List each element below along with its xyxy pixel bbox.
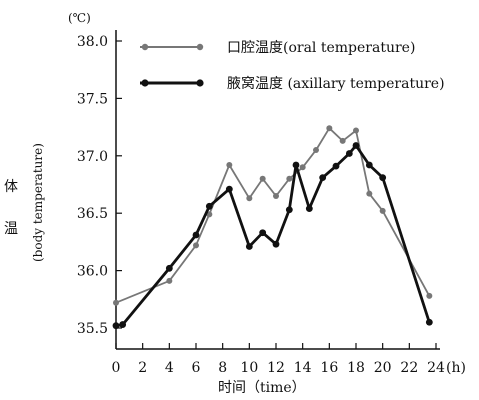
legend-axillary-marker — [141, 79, 149, 87]
axillary-data-point — [272, 240, 280, 248]
y-unit-label: (℃) — [68, 11, 91, 25]
axillary-data-point — [305, 205, 313, 213]
x-tick-label: 2 — [138, 360, 147, 376]
y-ticks: 35.5 36.0 36.5 37.0 37.5 38.0 — [77, 34, 122, 337]
x-unit-label: (h) — [446, 360, 466, 376]
axillary-data-point — [259, 229, 267, 237]
oral-data-point — [326, 125, 333, 132]
oral-data-point — [113, 299, 119, 306]
axillary-data-point — [165, 264, 173, 272]
x-tick-label: 0 — [112, 360, 121, 376]
axillary-data-point — [112, 322, 120, 330]
oral-data-point — [246, 195, 253, 202]
axillary-data-point — [319, 174, 327, 182]
x-tick-label: 24 — [427, 360, 445, 376]
x-tick-label: 6 — [192, 360, 201, 376]
axillary-data-point — [365, 161, 373, 169]
oral-data-point — [226, 161, 233, 168]
x-axis-label: 时间（time） — [218, 380, 306, 396]
axillary-data-point — [245, 243, 253, 250]
oral-data-point — [366, 190, 373, 197]
oral-data-point — [273, 192, 279, 199]
oral-data-point — [193, 242, 199, 249]
legend-axillary-marker-end — [196, 79, 204, 87]
oral-data-point — [286, 175, 293, 182]
axillary-series-line — [115, 144, 431, 328]
y-tick-label: 37.5 — [77, 91, 108, 107]
axillary-data-point — [425, 318, 433, 326]
oral-data-point — [166, 277, 173, 284]
y-axis-label-cn-1: 体 — [4, 179, 18, 195]
oral-data-point — [206, 211, 213, 218]
y-tick-label: 35.5 — [77, 321, 108, 337]
axillary-data-point — [292, 161, 300, 169]
axillary-data-point — [192, 231, 200, 239]
oral-data-point — [313, 147, 319, 154]
x-tick-label: 12 — [267, 360, 285, 376]
y-tick-label: 38.0 — [77, 34, 108, 50]
y-tick-label: 37.0 — [77, 149, 108, 165]
y-axis-label-en: (body temperature) — [31, 143, 45, 262]
oral-data-point — [353, 127, 359, 134]
axillary-data-point — [379, 174, 387, 182]
axillary-data-point — [332, 162, 340, 170]
legend-oral-label: 口腔温度(oral temperature) — [227, 40, 415, 56]
axillary-data-point — [285, 206, 293, 214]
y-tick-label: 36.5 — [77, 206, 108, 222]
oral-data-point — [259, 175, 266, 182]
legend-axillary-label: 腋窝温度 (axillary temperature) — [227, 75, 445, 92]
axillary-data-point — [352, 142, 360, 149]
x-tick-label: 20 — [374, 360, 392, 376]
axillary-data-point — [225, 185, 233, 193]
x-tick-label: 4 — [165, 360, 174, 376]
x-ticks: 0 2 4 6 8 10 12 14 16 18 20 22 24 — [112, 343, 445, 376]
y-axis-label-cn-2: 温 — [4, 221, 18, 237]
x-tick-label: 14 — [294, 360, 312, 376]
legend-oral-marker — [141, 43, 149, 51]
series-layer — [112, 125, 433, 330]
x-tick-label: 16 — [320, 360, 338, 376]
x-tick-label: 18 — [347, 360, 365, 376]
legend: 口腔温度(oral temperature) 腋窝温度 (axillary te… — [140, 40, 445, 92]
y-tick-label: 36.0 — [77, 264, 108, 280]
axillary-data-point — [345, 150, 353, 157]
x-tick-label: 10 — [240, 360, 258, 376]
oral-data-point — [299, 164, 306, 171]
x-tick-label: 8 — [218, 360, 227, 376]
x-tick-label: 22 — [400, 360, 418, 376]
axillary-data-point — [119, 321, 127, 328]
legend-oral-marker-end — [196, 43, 204, 51]
oral-data-point — [426, 292, 433, 299]
oral-data-point — [379, 207, 386, 214]
oral-data-point — [339, 137, 346, 144]
axillary-data-point — [205, 202, 213, 210]
